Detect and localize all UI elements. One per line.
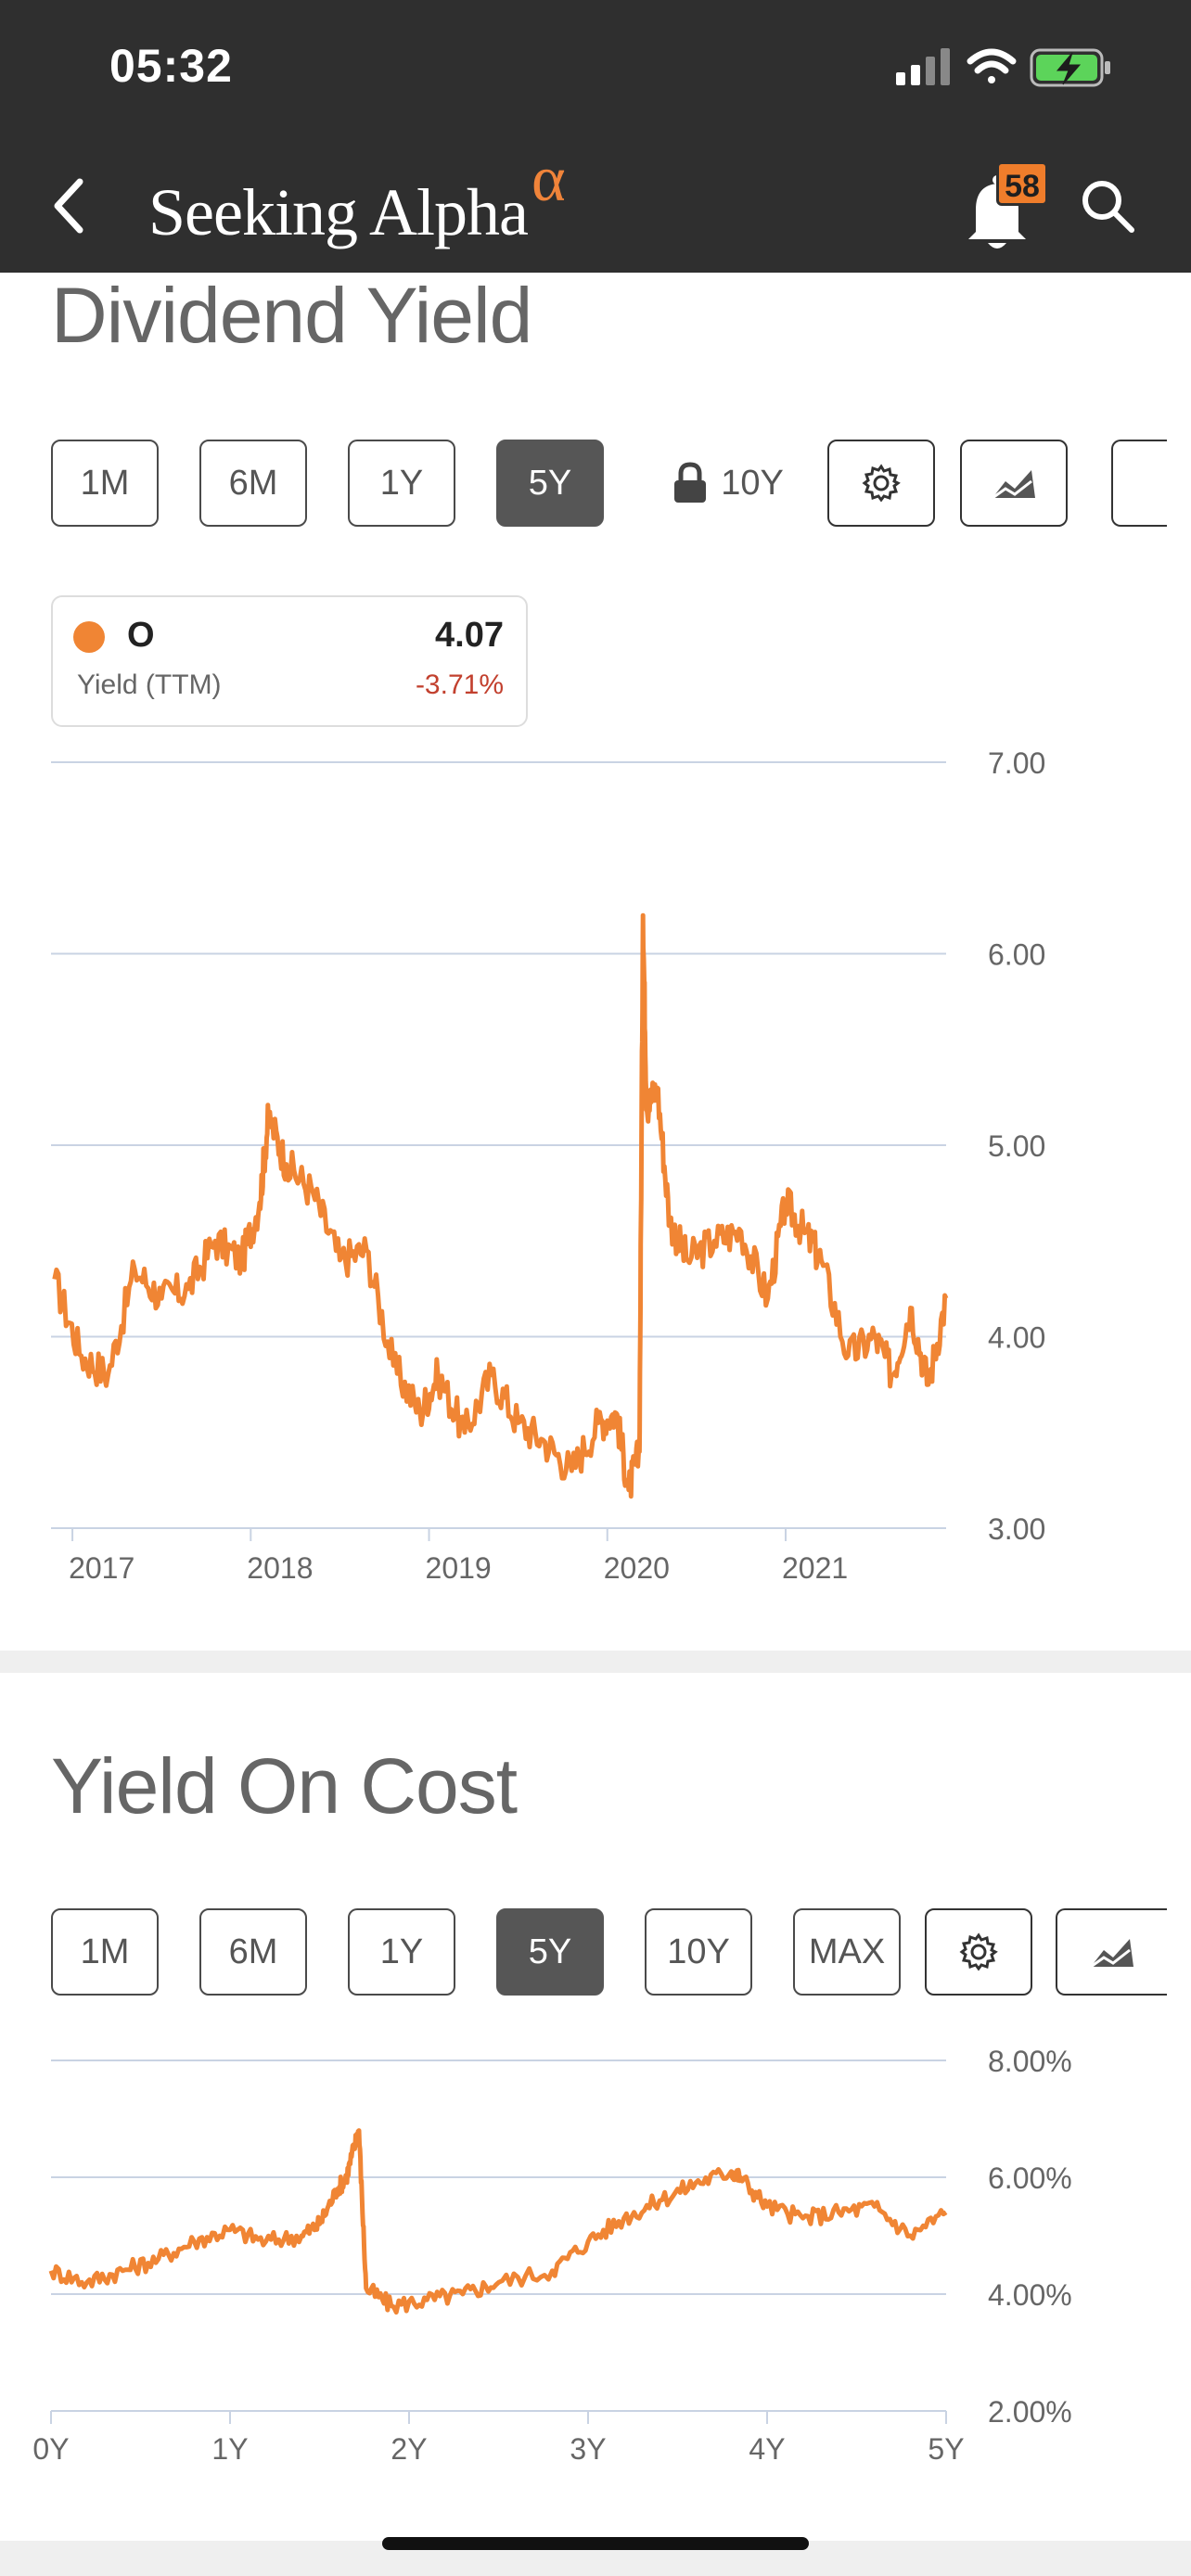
chart-legend: O 4.07 Yield (TTM) -3.71% xyxy=(51,595,528,727)
x-tick-label: 1Y xyxy=(211,2432,248,2466)
cellular-signal-icon xyxy=(896,48,950,85)
gear-icon xyxy=(862,464,901,503)
chart-settings-button[interactable] xyxy=(925,1908,1032,1996)
dividend-yield-range-tabs: 1M 6M 1Y 5Y 10Y xyxy=(0,440,1191,529)
yield-on-cost-chart[interactable]: 2.00% 4.00% 6.00% 8.00% 0Y 1Y 2Y 3Y 4Y 5Y xyxy=(0,2040,1191,2485)
tab-5y[interactable]: 5Y xyxy=(496,440,604,527)
x-tick-label: 2Y xyxy=(391,2432,427,2466)
x-tick-label: 4Y xyxy=(749,2432,785,2466)
tab-1m[interactable]: 1M xyxy=(51,1908,159,1996)
x-tick-label: 2020 xyxy=(604,1551,670,1585)
tab-5y[interactable]: 5Y xyxy=(496,1908,604,1996)
x-tick-label: 3Y xyxy=(570,2432,606,2466)
series-line-o xyxy=(48,2128,948,2315)
yield-on-cost-range-tabs: 1M 6M 1Y 5Y 10Y MAX xyxy=(0,1908,1191,1997)
chart-compare-button[interactable] xyxy=(1111,440,1167,527)
x-tick-label: 2021 xyxy=(782,1551,848,1585)
status-icons xyxy=(896,48,1110,87)
search-icon xyxy=(1082,181,1134,233)
x-tick-label: 2018 xyxy=(247,1551,313,1585)
tab-6m[interactable]: 6M xyxy=(199,440,307,527)
yield-on-cost-title: Yield On Cost xyxy=(51,1742,518,1830)
area-chart-icon xyxy=(1090,1939,1133,1969)
seeking-alpha-logo[interactable]: Seeking Alpha α xyxy=(148,144,566,263)
home-indicator[interactable] xyxy=(382,2537,809,2550)
lock-icon xyxy=(674,462,707,503)
wifi-icon xyxy=(967,48,1017,83)
legend-metric: Yield (TTM) xyxy=(77,670,222,700)
y-tick-label: 6.00% xyxy=(988,2162,1072,2195)
x-tick-label: 2019 xyxy=(426,1551,492,1585)
legend-ticker: O xyxy=(127,616,155,655)
x-tick-label: 2017 xyxy=(69,1551,134,1585)
chevron-left-icon xyxy=(54,178,83,234)
y-tick-label: 7.00 xyxy=(988,746,1045,780)
app-header: Seeking Alpha α 58 xyxy=(0,139,1191,273)
search-button[interactable] xyxy=(1076,174,1141,239)
dividend-yield-title: Dividend Yield xyxy=(51,272,532,359)
legend-change: -3.71% xyxy=(415,670,504,700)
chart-type-button[interactable] xyxy=(960,440,1068,527)
tab-max[interactable]: MAX xyxy=(793,1908,901,1996)
y-tick-label: 6.00 xyxy=(988,938,1045,972)
y-tick-label: 4.00 xyxy=(988,1321,1045,1355)
tab-1y[interactable]: 1Y xyxy=(348,1908,455,1996)
chart-type-button[interactable] xyxy=(1056,1908,1167,1996)
tab-10y[interactable]: 10Y xyxy=(645,1908,752,1996)
x-tick-label: 5Y xyxy=(928,2432,964,2466)
area-chart-icon xyxy=(992,470,1035,500)
section-divider xyxy=(0,1651,1191,1673)
y-tick-label: 5.00 xyxy=(988,1129,1045,1163)
tab-1y[interactable]: 1Y xyxy=(348,440,455,527)
status-time: 05:32 xyxy=(109,40,233,92)
legend-value: 4.07 xyxy=(435,616,504,655)
status-bar: 05:32 xyxy=(0,0,1191,139)
y-tick-label: 2.00% xyxy=(988,2395,1072,2429)
y-tick-label: 4.00% xyxy=(988,2278,1072,2312)
logo-text: Seeking Alpha xyxy=(148,175,529,249)
tab-1m[interactable]: 1M xyxy=(51,440,159,527)
x-tick-label: 0Y xyxy=(32,2432,69,2466)
notification-count-badge: 58 xyxy=(996,161,1048,206)
battery-charging-icon xyxy=(1030,48,1110,87)
back-button[interactable] xyxy=(37,167,104,245)
series-color-dot xyxy=(73,621,105,653)
tab-10y-label: 10Y xyxy=(721,463,784,503)
y-tick-label: 3.00 xyxy=(988,1512,1045,1546)
logo-alpha-mark: α xyxy=(531,144,566,215)
dividend-yield-chart[interactable]: 3.00 4.00 5.00 6.00 7.00 2017 2018 2019 2020 2021 xyxy=(0,733,1191,1604)
y-tick-label: 8.00% xyxy=(988,2045,1072,2078)
chart-settings-button[interactable] xyxy=(827,440,935,527)
tab-6m[interactable]: 6M xyxy=(199,1908,307,1996)
tab-10y-locked[interactable]: 10Y xyxy=(663,440,793,527)
gear-icon xyxy=(959,1932,998,1971)
series-line-o xyxy=(52,912,949,1499)
